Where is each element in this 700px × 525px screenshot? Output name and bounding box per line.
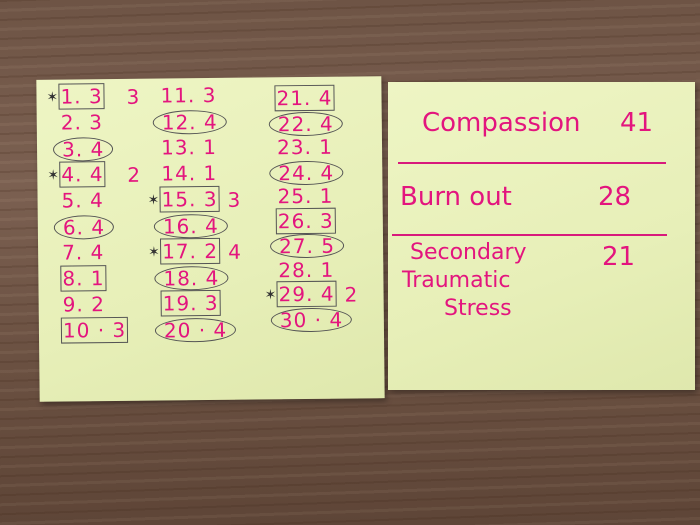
side-count: 2 bbox=[127, 162, 141, 187]
sticky-note-scores: 1. 3 ✶ 3 2. 3 3. 4 4. 4 ✶ 2 5. 4 6. 4 7. 4 8. 1 9. 2… bbox=[36, 76, 385, 402]
secondary-label-line1: Secondary bbox=[410, 240, 527, 265]
secondary-label-line2: Traumatic bbox=[402, 268, 511, 293]
score-item: 20 · 4 bbox=[154, 317, 237, 343]
score-item: 18. 4 bbox=[154, 265, 229, 291]
side-count: 3 bbox=[227, 187, 241, 212]
score-item: 10 · 3 bbox=[60, 316, 129, 344]
score-item: 14. 1 bbox=[161, 160, 218, 186]
score-item: 19. 3 bbox=[160, 289, 221, 317]
score-item: 25. 1 bbox=[277, 183, 334, 209]
score-item: 11. 3 bbox=[160, 82, 217, 108]
compassion-score: 41 bbox=[620, 108, 654, 138]
compassion-label: Compassion bbox=[422, 108, 581, 138]
score-item: 23. 1 bbox=[276, 134, 334, 160]
divider bbox=[392, 234, 667, 236]
score-item: 3. 4 bbox=[52, 137, 114, 162]
score-item: 30 · 4 bbox=[270, 307, 353, 332]
star-mark-icon: ✶ bbox=[46, 89, 59, 106]
score-item: 28. 1 bbox=[278, 257, 335, 282]
secondary-score: 21 bbox=[602, 242, 636, 272]
score-item: 12. 4 bbox=[152, 109, 227, 135]
score-item: 6. 4 bbox=[53, 215, 115, 240]
score-item: 17. 2 bbox=[160, 237, 221, 265]
side-count: 2 bbox=[344, 282, 358, 307]
burnout-label: Burn out bbox=[400, 182, 512, 212]
score-item: 13. 1 bbox=[160, 134, 218, 160]
score-item: 29. 4 bbox=[276, 280, 337, 308]
star-mark-icon: ✶ bbox=[47, 167, 60, 184]
sticky-note-totals: Compassion 41 Burn out 28 Secondary Trau… bbox=[388, 82, 695, 390]
divider bbox=[398, 162, 666, 164]
side-count: 4 bbox=[228, 239, 241, 264]
score-item: 26. 3 bbox=[275, 207, 336, 234]
score-item: 21. 4 bbox=[274, 84, 335, 112]
star-mark-icon: ✶ bbox=[148, 244, 160, 261]
score-item: 5. 4 bbox=[61, 188, 104, 213]
score-item: 8. 1 bbox=[60, 265, 107, 292]
score-item: 22. 4 bbox=[268, 111, 343, 136]
score-item: 16. 4 bbox=[153, 213, 228, 239]
score-item: 1. 3 bbox=[58, 83, 105, 110]
score-item: 24. 4 bbox=[269, 160, 344, 185]
star-mark-icon: ✶ bbox=[147, 192, 160, 209]
score-item: 9. 2 bbox=[62, 292, 105, 317]
side-count: 3 bbox=[126, 84, 140, 109]
star-mark-icon: ✶ bbox=[264, 287, 277, 304]
burnout-score: 28 bbox=[598, 182, 632, 212]
score-item: 7. 4 bbox=[62, 240, 105, 265]
score-item: 4. 4 bbox=[59, 161, 106, 188]
score-item: 2. 3 bbox=[60, 110, 104, 135]
score-item: 15. 3 bbox=[159, 185, 220, 213]
score-item: 27. 5 bbox=[269, 233, 345, 259]
secondary-label-line3: Stress bbox=[444, 296, 512, 321]
